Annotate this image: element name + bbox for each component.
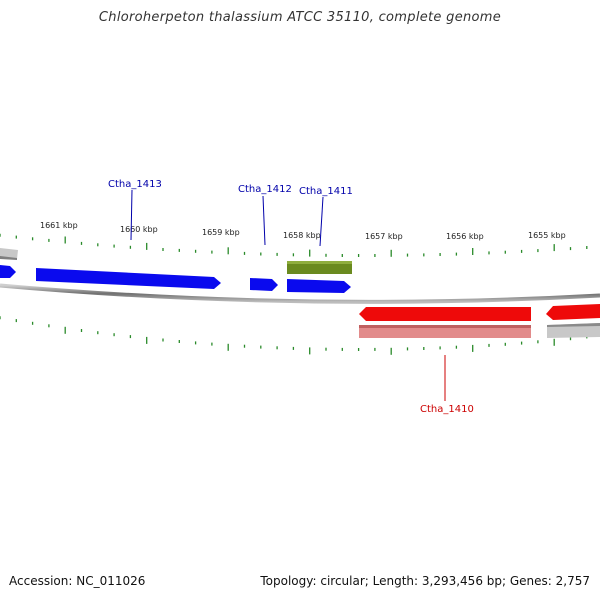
rna-feature[interactable] [287, 261, 352, 274]
leader-line-ctha-1413 [130, 189, 133, 241]
scale-label: 1655 kbp [528, 231, 566, 240]
gene-label-ctha-1410[interactable]: Ctha_1410 [420, 404, 474, 415]
genome-backbone [0, 283, 600, 304]
leader-line-ctha-1411 [319, 196, 324, 247]
forward-strand-features [0, 248, 352, 293]
scale-label: 1660 kbp [120, 225, 158, 234]
accession-label: Accession: NC_011026 [9, 574, 146, 588]
rna-feature-highlight [287, 261, 352, 264]
gene-ctha-1410-light [359, 325, 531, 338]
scale-label: 1658 kbp [283, 231, 321, 240]
leader-line-ctha-1412 [262, 195, 266, 246]
gene-arrow-ctha-1413[interactable] [36, 268, 221, 289]
scale-label: 1656 kbp [446, 232, 484, 241]
gene-labels: Ctha_1413 Ctha_1412 Ctha_1411 Ctha_1410 [108, 179, 474, 415]
map-title: Chloroherpeton thalassium ATCC 35110, co… [98, 10, 502, 25]
other-feature-shade [0, 256, 17, 260]
scale-labels: 1661 kbp 1660 kbp 1659 kbp 1658 kbp 1657… [40, 221, 566, 241]
gene-ctha-1410-light-top [359, 325, 531, 328]
label-leader-lines [130, 189, 446, 401]
gene-label-ctha-1413[interactable]: Ctha_1413 [108, 179, 162, 190]
gene-label-ctha-1411[interactable]: Ctha_1411 [299, 186, 353, 197]
gene-arrow-reverse [546, 304, 600, 320]
reverse-strand-features [359, 304, 600, 338]
lower-tick-ring [0, 316, 588, 355]
scale-label: 1657 kbp [365, 232, 403, 241]
other-feature-shade [547, 323, 600, 327]
gene-arrow-ctha-1410[interactable] [359, 307, 531, 321]
gene-arrow-ctha-1411[interactable] [287, 279, 351, 293]
scale-label: 1661 kbp [40, 221, 78, 230]
genome-summary: Topology: circular; Length: 3,293,456 bp… [260, 574, 590, 588]
other-feature [0, 248, 18, 259]
gene-arrow-forward [0, 265, 16, 278]
scale-label: 1659 kbp [202, 228, 240, 237]
gene-arrow-ctha-1412[interactable] [250, 278, 278, 291]
upper-tick-ring [0, 233, 588, 257]
gene-label-ctha-1412[interactable]: Ctha_1412 [238, 184, 292, 195]
